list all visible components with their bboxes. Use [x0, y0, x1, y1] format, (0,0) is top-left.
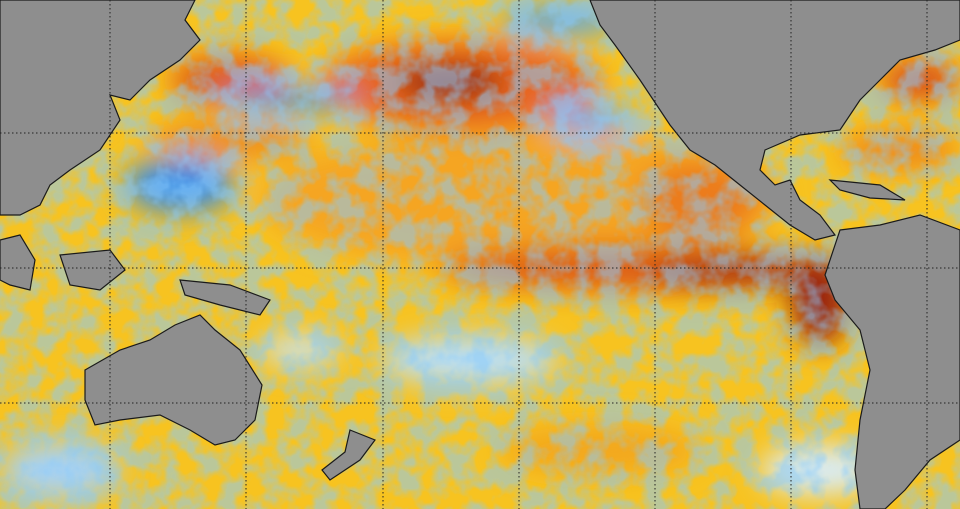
new-guinea — [179, 279, 271, 316]
cuba — [828, 179, 906, 201]
indochina — [0, 234, 36, 291]
australia — [84, 314, 263, 446]
south-america — [824, 214, 960, 509]
asia — [0, 0, 201, 216]
borneo — [59, 249, 126, 291]
new-zealand — [321, 429, 376, 481]
